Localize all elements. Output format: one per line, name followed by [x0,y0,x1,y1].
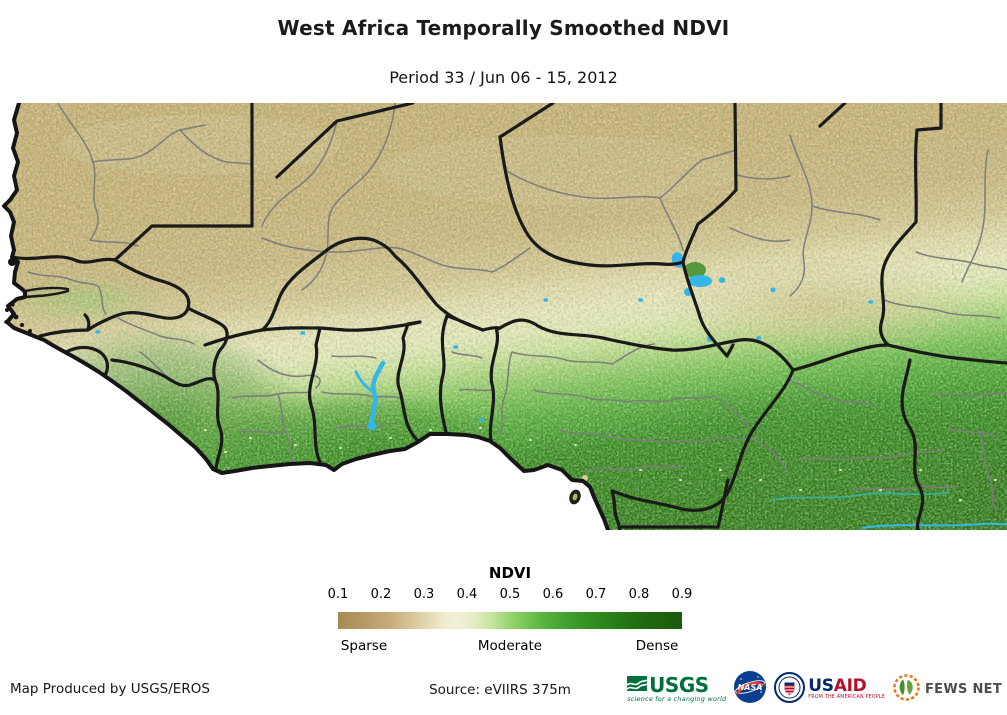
legend-label-moderate: Moderate [477,638,543,654]
ndvi-legend: NDVI 0.1 0.2 0.3 0.4 0.5 0.6 0.7 0.8 0.9… [288,560,732,665]
usgs-flag-icon [626,676,648,694]
fews-net-wordmark: FEWS NET [924,681,1002,697]
legend-tick: 0.6 [542,587,564,602]
legend-title: NDVI [488,564,532,582]
legend-tick: 0.4 [456,587,478,602]
legend-color-ramp [338,612,682,629]
logo-strip: USGS science for a changing world NASA U… [626,666,1002,712]
legend-tick: 0.1 [327,587,349,602]
page-title: West Africa Temporally Smoothed NDVI [277,16,730,40]
legend-tick: 0.7 [585,587,607,602]
produced-by-text: Map Produced by USGS/EROS [10,681,210,697]
legend-tick: 0.8 [628,587,650,602]
ndvi-map-svg [0,103,1007,530]
legend-tick: 0.2 [370,587,392,602]
page-subtitle: Period 33 / Jun 06 - 15, 2012 [389,68,618,87]
islands [4,258,581,505]
legend-tick: 0.3 [413,587,435,602]
legend-label-sparse: Sparse [340,638,388,654]
legend-tick: 0.5 [499,587,521,602]
source-text: Source: eVIIRS 375m [429,682,571,698]
ndvi-map [0,103,1007,530]
svg-text:NASA: NASA [738,683,763,692]
usaid-seal-icon [774,671,806,707]
country-borders [11,103,1007,530]
usgs-logo: USGS science for a changing world [626,673,727,704]
legend-tick: 0.9 [671,587,693,602]
coastline [2,103,610,530]
nasa-logo: NASA [733,670,767,708]
legend-label-dense: Dense [635,638,679,654]
usaid-logo: USAID FROM THE AMERICAN PEOPLE [774,671,885,707]
fews-net-logo: FEWS NET [892,673,1002,706]
usgs-tagline: science for a changing world [627,695,727,704]
ocean [0,103,608,530]
usaid-tagline: FROM THE AMERICAN PEOPLE [808,694,885,700]
vegetation-speckles [204,427,997,501]
usaid-wordmark-us: US [808,675,834,696]
fews-net-globe-icon [892,673,921,706]
usgs-wordmark: USGS [649,673,709,698]
usaid-wordmark-aid: AID [833,675,867,696]
admin-boundaries [27,103,1007,511]
